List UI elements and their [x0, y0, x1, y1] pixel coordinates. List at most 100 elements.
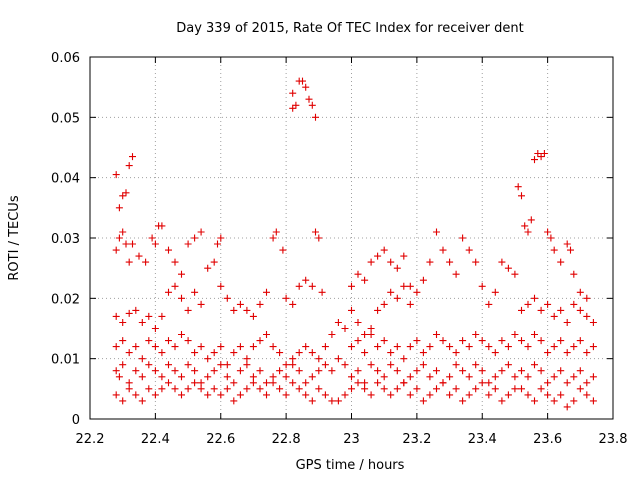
data-point — [191, 349, 199, 357]
data-point — [498, 258, 506, 266]
data-point — [459, 397, 467, 405]
data-point — [165, 337, 172, 345]
data-point — [204, 391, 212, 399]
data-point — [557, 258, 565, 266]
data-point — [393, 264, 401, 272]
data-point — [210, 258, 218, 266]
data-point — [282, 373, 290, 381]
data-point — [204, 264, 212, 272]
data-point — [387, 361, 395, 369]
data-point — [302, 343, 310, 351]
data-point — [413, 367, 421, 375]
data-point — [328, 331, 336, 338]
data-point — [256, 367, 264, 375]
data-point — [165, 246, 172, 254]
data-point — [171, 258, 179, 266]
data-point — [518, 367, 525, 375]
data-point — [367, 361, 375, 369]
data-point — [282, 361, 290, 369]
data-point — [570, 343, 578, 351]
data-point — [125, 385, 133, 393]
data-point — [563, 403, 571, 411]
data-point — [380, 373, 388, 381]
data-point — [302, 83, 310, 91]
data-point — [243, 361, 251, 369]
data-point — [563, 240, 571, 248]
data-point — [112, 246, 120, 254]
data-point — [112, 312, 120, 320]
data-point — [289, 104, 297, 112]
data-point — [406, 373, 414, 381]
data-point — [315, 234, 323, 242]
data-point — [550, 397, 558, 405]
data-point — [165, 379, 172, 387]
data-point — [132, 306, 140, 314]
data-point — [531, 294, 538, 302]
data-point — [361, 331, 369, 338]
data-point — [151, 325, 159, 332]
data-point — [367, 325, 375, 332]
data-point — [292, 101, 300, 109]
x-tick-label: 22.8 — [272, 432, 301, 447]
data-point — [230, 397, 238, 405]
data-point — [315, 385, 323, 393]
data-point — [413, 385, 421, 393]
data-point — [498, 337, 506, 345]
data-point — [439, 379, 447, 387]
data-point — [485, 300, 493, 308]
data-point — [230, 349, 238, 357]
data-point — [550, 343, 558, 351]
data-point — [426, 343, 434, 351]
data-point — [518, 306, 525, 314]
data-point — [191, 379, 199, 387]
data-point — [570, 373, 578, 381]
data-point — [308, 101, 316, 109]
axis-ticks — [89, 56, 614, 420]
data-point — [589, 373, 597, 381]
data-point — [119, 361, 127, 369]
data-point — [426, 258, 434, 266]
data-point — [263, 379, 270, 387]
data-point — [289, 361, 297, 369]
data-point — [184, 240, 192, 248]
data-point — [547, 234, 555, 242]
data-point — [514, 183, 522, 191]
data-point — [433, 367, 440, 375]
data-point — [249, 312, 257, 320]
data-point — [158, 385, 166, 393]
data-point — [119, 337, 127, 345]
data-point — [406, 391, 414, 399]
data-point — [413, 337, 421, 345]
data-point — [374, 343, 382, 351]
data-point — [243, 306, 251, 314]
data-point — [269, 379, 277, 387]
data-point — [550, 246, 558, 254]
data-point — [299, 77, 306, 85]
y-tick-labels: 0 0.01 0.02 0.03 0.04 0.05 0.06 — [51, 51, 80, 428]
data-point — [544, 300, 552, 308]
data-point — [158, 222, 166, 230]
data-point — [119, 319, 127, 326]
data-point — [472, 331, 480, 338]
data-point — [158, 312, 166, 320]
x-tick-label: 23.8 — [599, 432, 628, 447]
data-point — [446, 258, 454, 266]
data-point — [478, 379, 486, 387]
data-point — [419, 276, 427, 284]
y-tick-label: 0.06 — [51, 51, 80, 66]
data-point — [256, 300, 264, 308]
data-point — [289, 379, 297, 387]
data-point — [210, 349, 218, 357]
data-point — [485, 379, 493, 387]
data-point — [400, 379, 408, 387]
data-point — [217, 391, 225, 399]
data-point — [119, 397, 127, 405]
data-point — [478, 367, 486, 375]
data-point — [452, 385, 460, 393]
data-point — [504, 343, 512, 351]
data-point — [563, 349, 571, 357]
data-point — [263, 288, 270, 296]
data-point — [527, 216, 535, 224]
data-point — [341, 325, 349, 332]
data-point — [518, 385, 525, 393]
